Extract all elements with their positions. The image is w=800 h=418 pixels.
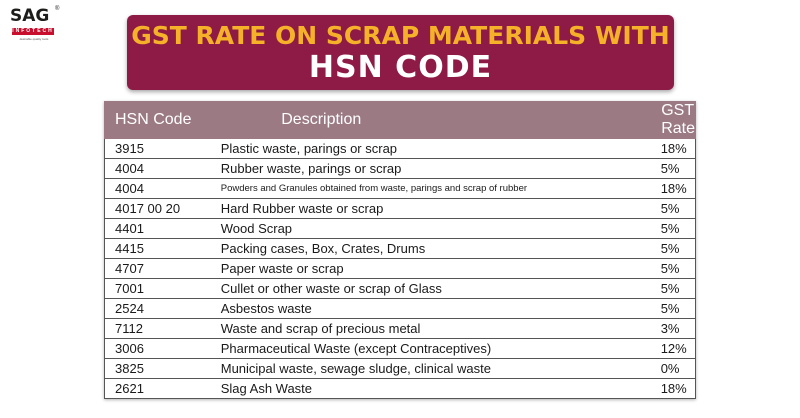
hsn-code-cell: 4707	[103, 258, 211, 279]
gst-rate-cell: 18%	[650, 178, 696, 199]
hsn-code-cell: 4017 00 20	[103, 198, 211, 219]
table-header-row: HSN Code Description GST Rate	[103, 101, 696, 139]
hsn-code-cell: 3825	[103, 358, 211, 379]
hsn-code-cell: 4415	[103, 238, 211, 259]
description-cell: Slag Ash Waste	[210, 378, 651, 399]
gst-rate-cell: 5%	[650, 218, 696, 239]
hsn-code-cell: 4004	[103, 158, 211, 179]
hsn-code-cell: 7112	[103, 318, 211, 339]
title-banner: GST RATE ON SCRAP MATERIALS WITH HSN COD…	[127, 15, 674, 90]
registered-mark-icon: ®	[55, 6, 60, 12]
description-cell: Plastic waste, parings or scrap	[210, 138, 651, 159]
header-description: Description	[210, 101, 652, 139]
description-cell: Powders and Granules obtained from waste…	[210, 178, 651, 199]
logo-brand: SAG	[10, 6, 50, 26]
gst-rate-table: HSN Code Description GST Rate 3915 Plasti…	[103, 101, 696, 399]
gst-rate-cell: 5%	[650, 158, 696, 179]
hsn-code-cell: 3006	[103, 338, 211, 359]
description-cell: Rubber waste, parings or scrap	[210, 158, 651, 179]
gst-rate-cell: 18%	[650, 378, 696, 399]
logo-sub: INFOTECH	[12, 28, 54, 34]
title-line-1: GST RATE ON SCRAP MATERIALS WITH	[131, 21, 670, 50]
table-row: 3915 Plastic waste, parings or scrap 18%	[103, 138, 696, 159]
gst-rate-cell: 5%	[650, 298, 696, 319]
description-cell: Wood Scrap	[210, 218, 651, 239]
table-row: 4707 Paper waste or scrap 5%	[103, 258, 696, 279]
table-row: 4004 Powders and Granules obtained from w…	[103, 178, 696, 199]
description-cell: Packing cases, Box, Crates, Drums	[210, 238, 651, 259]
gst-rate-cell: 3%	[650, 318, 696, 339]
gst-rate-cell: 0%	[650, 358, 696, 379]
hsn-code-cell: 4004	[103, 178, 211, 199]
table-row: 3006 Pharmaceutical Waste (except Contrac…	[103, 338, 696, 359]
gst-rate-cell: 12%	[650, 338, 696, 359]
gst-rate-cell: 18%	[650, 138, 696, 159]
title-line-2: HSN CODE	[308, 50, 493, 85]
table-row: 4415 Packing cases, Box, Crates, Drums 5%	[103, 238, 696, 259]
gst-rate-cell: 5%	[650, 258, 696, 279]
gst-rate-cell: 5%	[650, 278, 696, 299]
hsn-code-cell: 2524	[103, 298, 211, 319]
hsn-code-cell: 4401	[103, 218, 211, 239]
description-cell: Hard Rubber waste or scrap	[210, 198, 651, 219]
description-cell: Pharmaceutical Waste (except Contracepti…	[210, 338, 651, 359]
table-row: 3825 Municipal waste, sewage sludge, clin…	[103, 358, 696, 379]
hsn-code-cell: 7001	[103, 278, 211, 299]
sag-infotech-logo: SAG ® INFOTECH desirable quality tools	[10, 6, 70, 46]
hsn-code-cell: 2621	[103, 378, 211, 399]
hsn-code-cell: 3915	[103, 138, 211, 159]
logo-tagline: desirable quality tools	[19, 37, 49, 41]
table-row: 4004 Rubber waste, parings or scrap 5%	[103, 158, 696, 179]
logo-bar	[12, 28, 54, 35]
table-row: 7112 Waste and scrap of precious metal 3%	[103, 318, 696, 339]
table-row: 4017 00 20 Hard Rubber waste or scrap 5%	[103, 198, 696, 219]
description-cell: Cullet or other waste or scrap of Glass	[210, 278, 651, 299]
table-row: 2524 Asbestos waste 5%	[103, 298, 696, 319]
header-hsn-code: HSN Code	[103, 101, 212, 139]
header-gst-rate: GST Rate	[650, 101, 696, 139]
description-cell: Paper waste or scrap	[210, 258, 651, 279]
description-cell: Asbestos waste	[210, 298, 651, 319]
table-row: 4401 Wood Scrap 5%	[103, 218, 696, 239]
gst-rate-cell: 5%	[650, 238, 696, 259]
table-row: 2621 Slag Ash Waste 18%	[103, 378, 696, 399]
gst-rate-cell: 5%	[650, 198, 696, 219]
description-cell: Waste and scrap of precious metal	[210, 318, 651, 339]
description-cell: Municipal waste, sewage sludge, clinical…	[210, 358, 651, 379]
table-row: 7001 Cullet or other waste or scrap of Gl…	[103, 278, 696, 299]
